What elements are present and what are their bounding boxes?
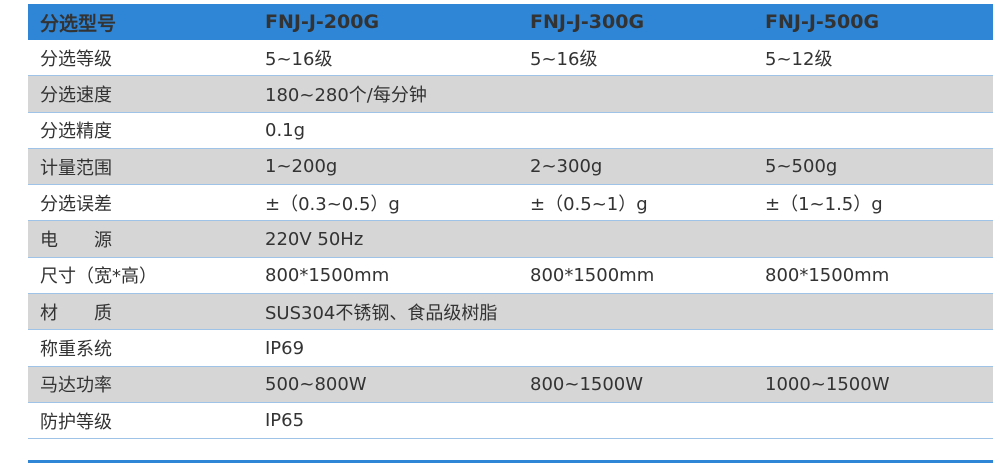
row-value: 5~16级 [265,48,333,70]
row-label: 分选速度 [40,84,112,106]
table-row: 材 质 SUS304不锈钢、食品级树脂 [28,294,993,331]
table-header-row: 分选型号 FNJ-J-200G FNJ-J-300G FNJ-J-500G [28,4,993,40]
row-value: 800*1500mm [765,264,890,286]
row-value: IP65 [265,410,305,432]
row-value: 800~1500W [530,373,644,395]
row-value: 5~16级 [530,48,598,70]
table-row: 称重系统 IP69 [28,330,993,367]
row-value: SUS304不锈钢、食品级树脂 [265,302,498,324]
row-value: 0.1g [265,119,306,141]
row-value: 5~500g [765,156,838,178]
header-model: FNJ-J-500G [765,11,880,33]
table-row: 分选速度 180~280个/每分钟 [28,76,993,113]
row-value: ±（0.3~0.5）g [265,193,400,215]
table-row: 马达功率 500~800W 800~1500W 1000~1500W [28,366,993,403]
table-row: 分选精度 0.1g [28,112,993,149]
row-value: ±（0.5~1）g [530,193,648,215]
row-label: 称重系统 [40,339,112,361]
row-label: 分选等级 [40,48,112,70]
row-value: 180~280个/每分钟 [265,84,427,106]
row-label: 马达功率 [40,375,112,397]
row-label: 电 源 [40,230,112,252]
row-label: 防护等级 [40,411,112,433]
header-model: FNJ-J-300G [530,11,645,33]
row-value: 1~200g [265,156,338,178]
table-row: 防护等级 IP65 [28,402,993,440]
row-value: 800*1500mm [530,264,655,286]
table-row: 计量范围 1~200g 2~300g 5~500g [28,148,993,186]
row-value: 1000~1500W [765,373,890,395]
row-value: 220V 50Hz [265,228,364,250]
row-label: 分选精度 [40,121,112,143]
table-row: 尺寸（宽*高） 800*1500mm 800*1500mm 800*1500mm [28,257,993,295]
row-label: 计量范围 [40,157,112,179]
row-value: 800*1500mm [265,264,390,286]
row-label: 分选误差 [40,193,112,215]
spec-table: 分选型号 FNJ-J-200G FNJ-J-300G FNJ-J-500G 分选… [28,4,993,440]
table-row: 电 源 220V 50Hz [28,221,993,258]
row-value: IP69 [265,337,305,359]
row-label: 材 质 [40,302,112,324]
row-value: 500~800W [265,373,367,395]
table-row: 分选等级 5~16级 5~16级 5~12级 [28,40,993,77]
row-value: 5~12级 [765,48,833,70]
bottom-rule [28,460,993,463]
row-value: ±（1~1.5）g [765,193,883,215]
row-label: 尺寸（宽*高） [40,266,157,288]
header-label: 分选型号 [40,12,117,35]
row-value: 2~300g [530,156,603,178]
table-row: 分选误差 ±（0.3~0.5）g ±（0.5~1）g ±（1~1.5）g [28,185,993,222]
header-model: FNJ-J-200G [265,11,380,33]
